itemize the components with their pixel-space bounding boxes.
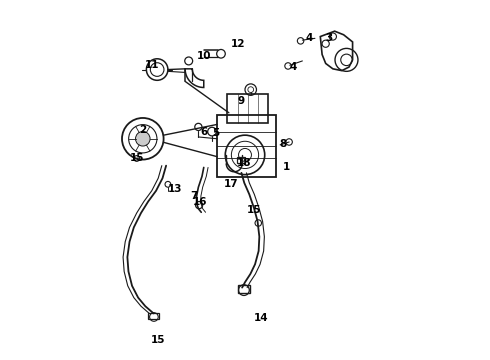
Text: 6: 6 bbox=[200, 127, 207, 136]
Text: 4: 4 bbox=[306, 33, 313, 43]
Text: 9: 9 bbox=[238, 96, 245, 106]
Text: 15: 15 bbox=[129, 153, 144, 163]
Text: 11: 11 bbox=[145, 60, 159, 70]
Text: 17: 17 bbox=[224, 179, 239, 189]
Text: 7: 7 bbox=[191, 191, 198, 201]
Text: 4: 4 bbox=[290, 62, 297, 72]
Text: 3: 3 bbox=[326, 33, 333, 43]
Polygon shape bbox=[185, 69, 204, 87]
Bar bbox=[238, 285, 250, 293]
Text: 2: 2 bbox=[139, 125, 147, 135]
Text: 1: 1 bbox=[283, 162, 290, 172]
Polygon shape bbox=[320, 31, 353, 71]
Text: 16: 16 bbox=[193, 197, 207, 207]
Text: 8: 8 bbox=[279, 139, 286, 149]
Text: 10: 10 bbox=[196, 51, 211, 61]
Bar bbox=[227, 94, 269, 123]
Circle shape bbox=[136, 131, 150, 146]
Text: 15: 15 bbox=[151, 334, 166, 345]
Text: 13: 13 bbox=[168, 184, 182, 194]
Text: 18: 18 bbox=[237, 158, 251, 168]
Bar bbox=[238, 157, 245, 163]
Text: 15: 15 bbox=[247, 206, 261, 216]
Bar bbox=[148, 313, 159, 319]
Text: 14: 14 bbox=[254, 313, 269, 323]
Text: 5: 5 bbox=[213, 129, 220, 138]
Text: 12: 12 bbox=[231, 39, 245, 49]
